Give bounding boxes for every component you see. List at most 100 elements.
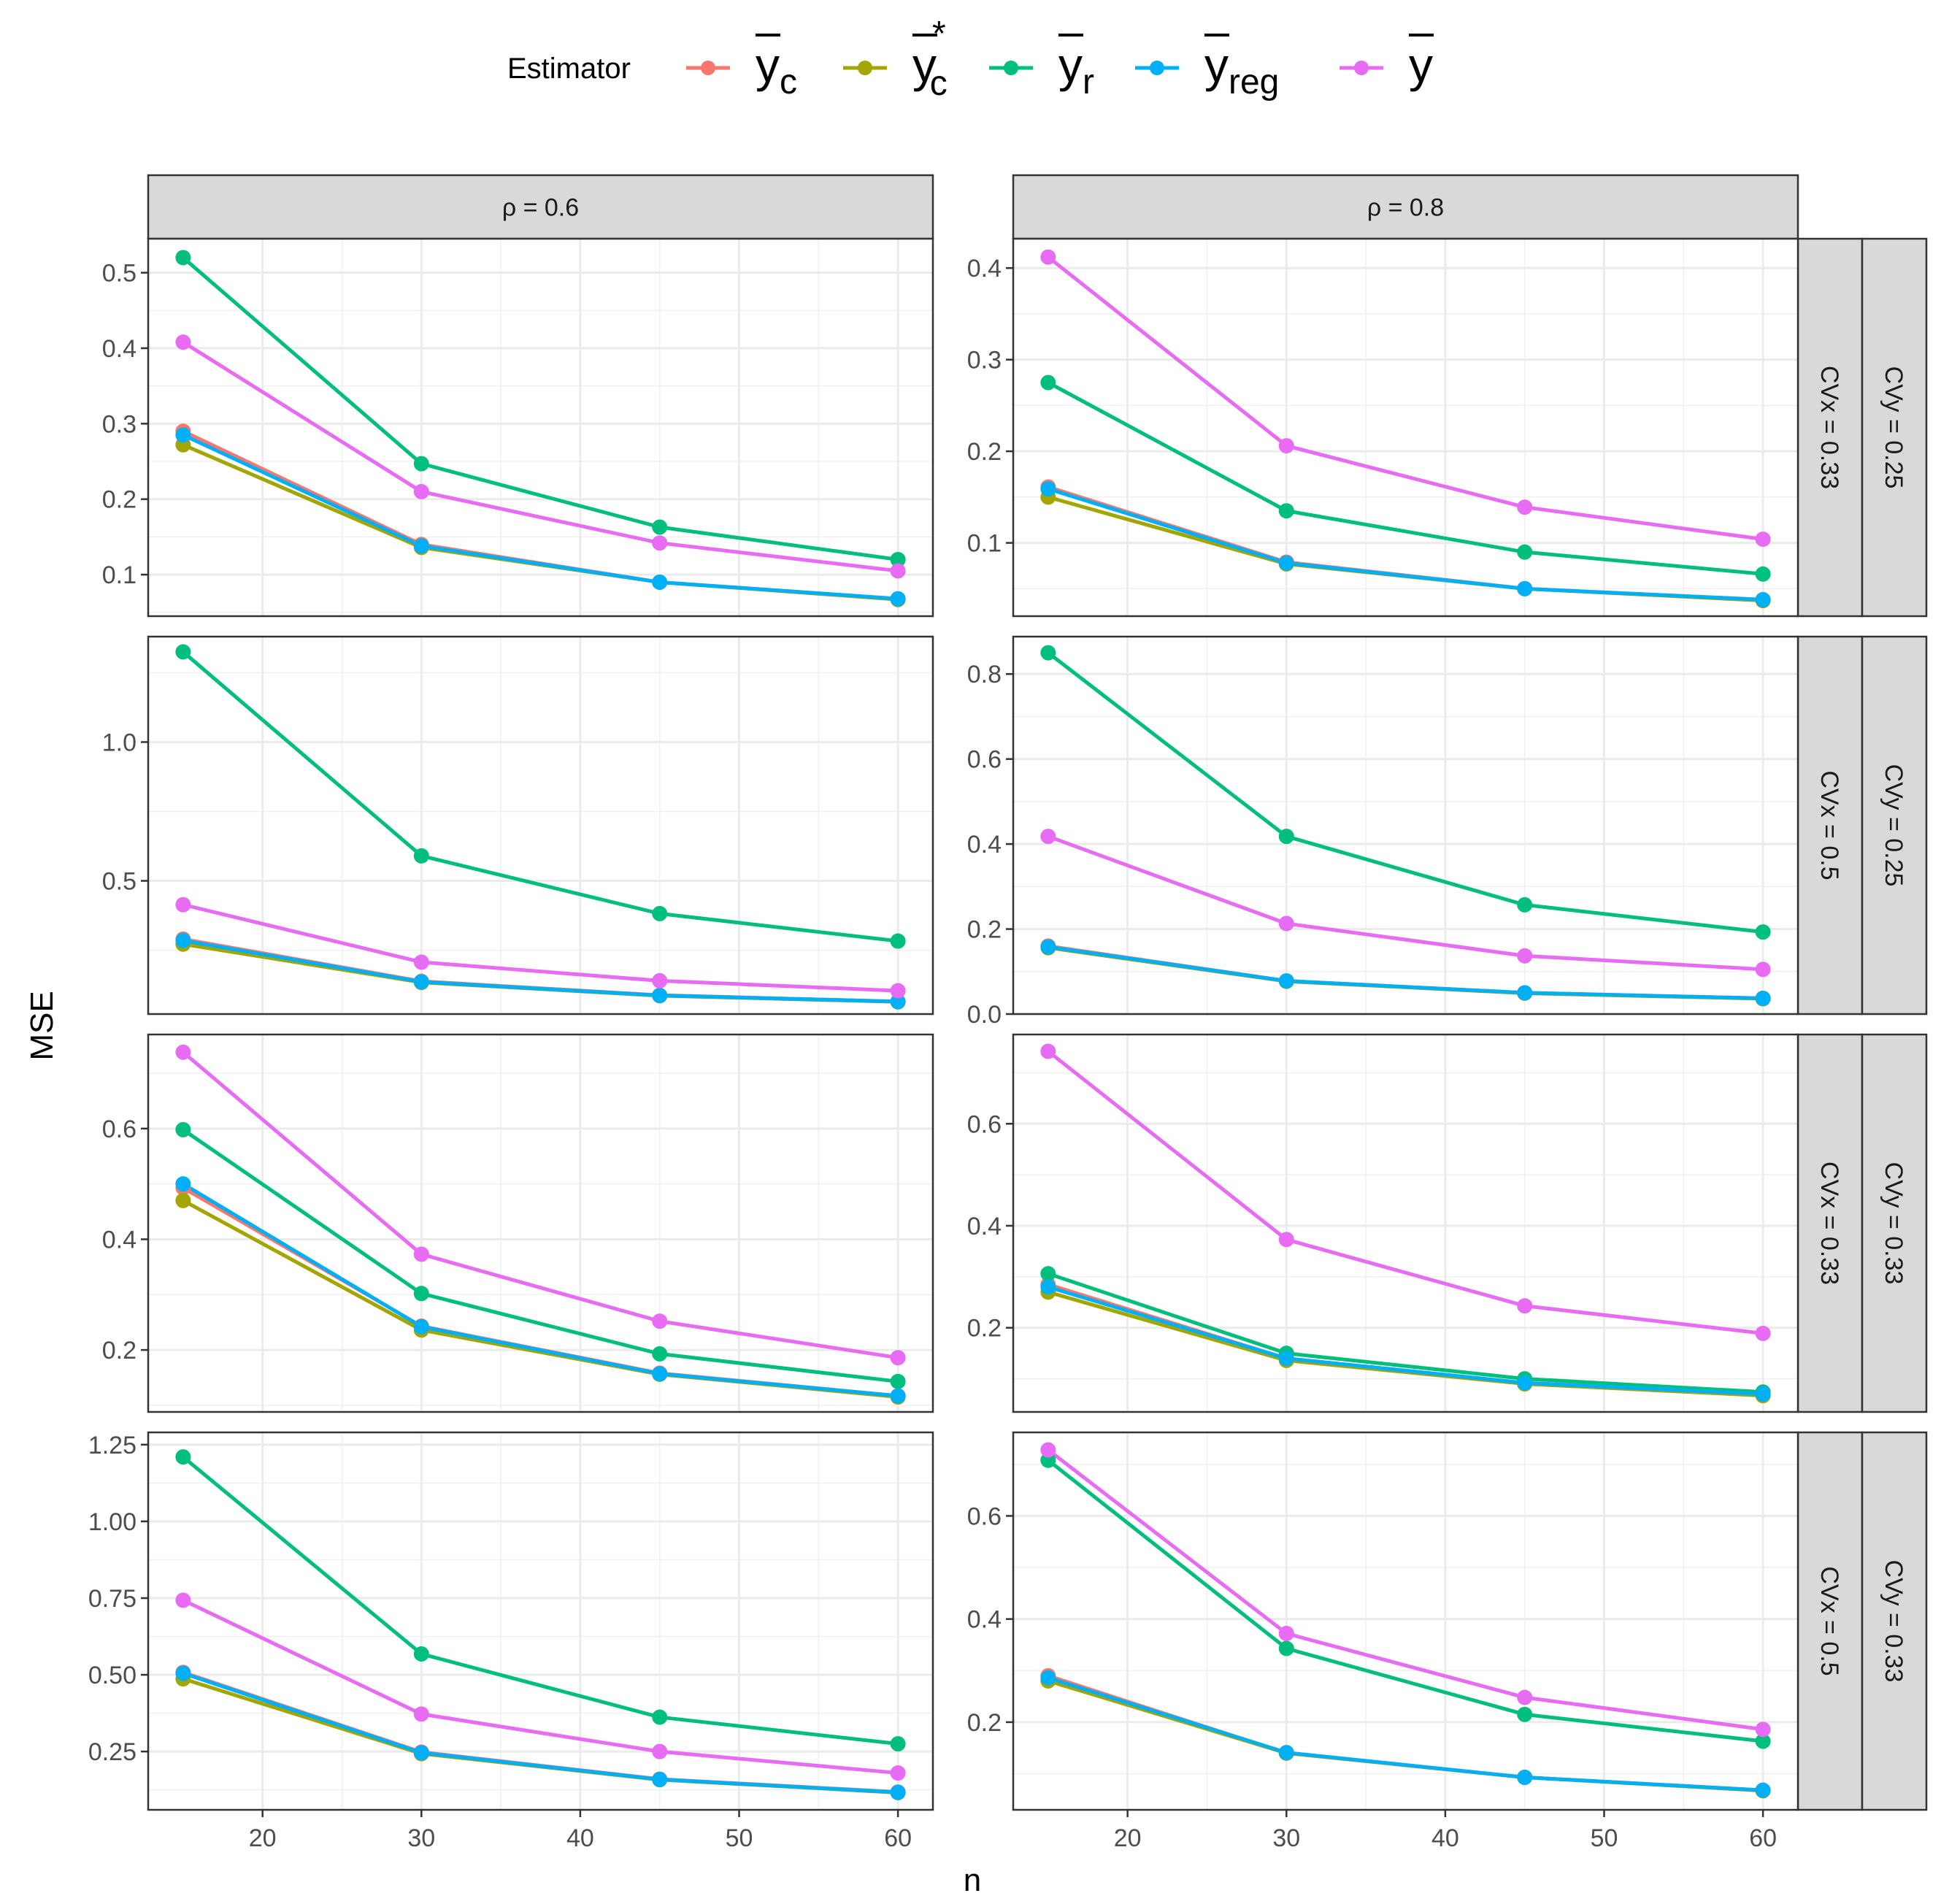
data-point-ybar bbox=[413, 1706, 429, 1722]
panel-background bbox=[148, 637, 933, 1014]
y-tick-label: 0.4 bbox=[967, 255, 1002, 283]
data-point-yreg bbox=[1040, 481, 1056, 497]
data-point-yreg bbox=[652, 1771, 668, 1787]
data-point-ybar bbox=[1755, 1721, 1771, 1738]
data-point-yreg bbox=[413, 1318, 429, 1335]
y-tick-label: 0.4 bbox=[102, 335, 137, 363]
series-line-ybar bbox=[182, 1051, 899, 1360]
row-strip-box-cvy bbox=[1861, 1431, 1928, 1811]
data-point-ybar bbox=[1040, 1043, 1056, 1059]
data-point-ybar bbox=[1517, 499, 1533, 515]
data-point-yreg bbox=[1517, 580, 1533, 596]
panel-r3-c2: 0.2 0.4 0.6 bbox=[967, 1033, 1799, 1413]
y-tick-label: 0.8 bbox=[967, 661, 1002, 688]
row-strip-box-cvy bbox=[1861, 237, 1928, 618]
data-point-yr bbox=[1755, 924, 1771, 940]
data-point-ybar bbox=[413, 483, 429, 499]
data-point-ybar bbox=[652, 1743, 668, 1759]
legend-key-point-yreg bbox=[1150, 61, 1164, 75]
y-tick-label: 0.6 bbox=[967, 1110, 1002, 1138]
data-point-yreg bbox=[1040, 1670, 1056, 1686]
x-tick-label: 20 bbox=[1114, 1824, 1142, 1852]
data-point-ybar bbox=[175, 1044, 191, 1060]
x-tick-label: 40 bbox=[1431, 1824, 1459, 1852]
series-line-yreg bbox=[1048, 1675, 1764, 1792]
series-line-yr bbox=[182, 1128, 899, 1383]
panel-border bbox=[147, 1431, 934, 1811]
series-line-ybar bbox=[1047, 1448, 1764, 1732]
legend: Estimator yc y* c yr yreg y bbox=[507, 15, 1434, 103]
legend-item-yr: yr bbox=[989, 34, 1094, 101]
y-tick-label: 0.2 bbox=[967, 438, 1002, 466]
y-tick-label: 0.6 bbox=[102, 1116, 137, 1143]
data-point-yr bbox=[890, 1736, 906, 1752]
legend-item-yreg: yreg bbox=[1135, 34, 1279, 101]
data-point-yr bbox=[1278, 829, 1294, 845]
data-point-yr bbox=[1278, 503, 1294, 519]
data-point-yreg bbox=[1755, 591, 1771, 607]
data-point-ybar bbox=[1278, 915, 1294, 932]
y-tick-label: 0.5 bbox=[102, 260, 137, 288]
data-point-yr bbox=[413, 848, 429, 864]
series-line-yreg bbox=[182, 433, 899, 601]
panel-r2-c2: 0.0 0.2 0.4 0.6 0.8 bbox=[967, 635, 1799, 1029]
data-point-yr bbox=[1040, 375, 1056, 391]
row-strip-box-cvy bbox=[1861, 1033, 1928, 1413]
data-point-yreg bbox=[890, 1388, 906, 1404]
data-point-yr bbox=[1040, 1266, 1056, 1282]
x-tick-label: 30 bbox=[1272, 1824, 1300, 1852]
data-point-yr bbox=[175, 250, 191, 266]
data-point-ybar bbox=[1278, 1232, 1294, 1248]
panel-background bbox=[148, 1432, 933, 1810]
column-strip-2: ρ = 0.8 bbox=[1012, 174, 1799, 240]
data-point-yr bbox=[1755, 1733, 1771, 1749]
y-tick-label: 0.4 bbox=[102, 1226, 137, 1254]
column-strip-label: ρ = 0.8 bbox=[1367, 194, 1444, 222]
row-strip-box-cvx bbox=[1796, 1431, 1864, 1811]
row-strip-label-cvy: CVy = 0.33 bbox=[1880, 1162, 1907, 1285]
series-line-yr bbox=[182, 650, 899, 943]
panel-background bbox=[148, 1034, 933, 1412]
x-tick-label: 30 bbox=[407, 1824, 435, 1852]
series-line-ybar bbox=[1047, 256, 1764, 542]
data-point-yreg bbox=[413, 538, 429, 554]
y-tick-label: 0.4 bbox=[967, 831, 1002, 859]
data-point-yr bbox=[1040, 645, 1056, 661]
data-point-yreg bbox=[175, 427, 191, 443]
legend-key-point-ybar bbox=[1354, 61, 1369, 75]
data-point-ybar bbox=[1040, 249, 1056, 265]
data-point-yr bbox=[652, 1346, 668, 1362]
panel-background bbox=[1013, 637, 1798, 1014]
data-point-yreg bbox=[413, 1745, 429, 1761]
panel-border bbox=[1012, 1431, 1799, 1811]
legend-label-yc_star: y* c bbox=[912, 15, 948, 103]
y-tick-label: 1.00 bbox=[88, 1508, 137, 1536]
x-tick-label: 20 bbox=[249, 1824, 277, 1852]
data-point-yreg bbox=[652, 988, 668, 1004]
data-point-yr bbox=[890, 1373, 906, 1389]
row-strip-label-cvx: CVx = 0.5 bbox=[1815, 1566, 1843, 1675]
series-line-ybar bbox=[1047, 1050, 1764, 1335]
data-point-ybar bbox=[413, 1246, 429, 1262]
data-point-ybar bbox=[1755, 961, 1771, 978]
legend-title: Estimator bbox=[507, 53, 631, 85]
row-strip-2: CVx = 0.5 CVy = 0.25 bbox=[1796, 635, 1928, 1016]
y-tick-label: 1.0 bbox=[102, 729, 137, 756]
row-strip-label-cvx: CVx = 0.33 bbox=[1815, 366, 1843, 489]
data-point-ybar bbox=[1278, 1625, 1294, 1641]
series-line-yreg bbox=[182, 938, 899, 1004]
row-strip-label-cvy: CVy = 0.33 bbox=[1880, 1560, 1907, 1683]
data-point-yreg bbox=[175, 1665, 191, 1681]
y-tick-label: 0.1 bbox=[967, 530, 1002, 558]
data-point-yr bbox=[890, 551, 906, 567]
legend-item-yc: yc bbox=[686, 34, 797, 101]
y-axis-title: MSE bbox=[24, 991, 60, 1060]
data-point-yr bbox=[413, 1286, 429, 1302]
row-strip-label-cvx: CVx = 0.5 bbox=[1815, 770, 1843, 880]
data-point-yreg bbox=[1278, 973, 1294, 989]
row-strip-box-cvy bbox=[1861, 635, 1928, 1016]
data-point-yreg bbox=[652, 574, 668, 590]
y-tick-label: 0.5 bbox=[102, 868, 137, 896]
data-point-yreg bbox=[1278, 555, 1294, 571]
